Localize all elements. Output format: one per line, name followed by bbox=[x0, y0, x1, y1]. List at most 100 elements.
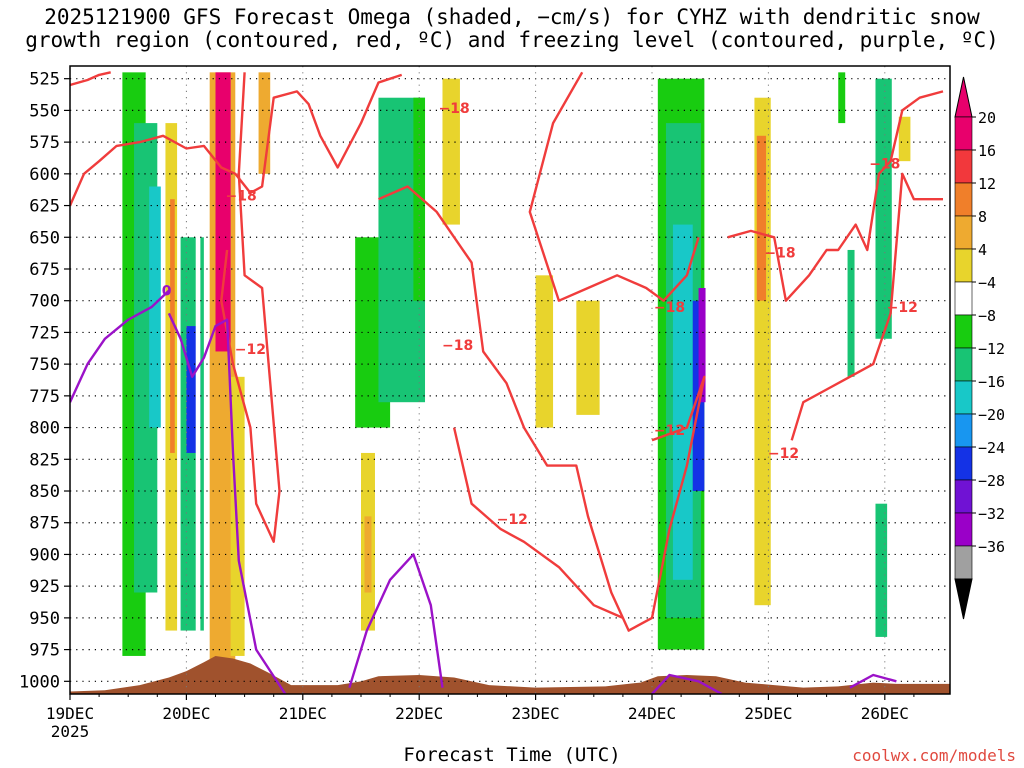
y-tick-label-550: 550 bbox=[29, 101, 60, 121]
freezing-contour-4 bbox=[849, 673, 897, 689]
contour-labels: −18 −18 −12 −18 −18 −12 −12 −18 −12 −18 −12 0 bbox=[162, 101, 918, 528]
dgz-label-3: −18 bbox=[442, 338, 473, 354]
source-credit: coolwx.com/models bbox=[852, 746, 1016, 765]
dgz-label-4: −18 bbox=[654, 300, 685, 316]
omega-band-4 bbox=[170, 199, 175, 453]
colorbar-swatch-12 bbox=[954, 512, 973, 547]
chart-title: 2025121900 GFS Forecast Omega (shaded, −… bbox=[0, 6, 1024, 52]
y-tick-label-825: 825 bbox=[29, 450, 60, 470]
x-tick-label-23DEC: 23DEC bbox=[512, 704, 560, 723]
x-tick-label-26DEC: 26DEC bbox=[861, 704, 909, 723]
omega-band-28 bbox=[847, 249, 855, 377]
colorbar-swatch-11 bbox=[954, 479, 973, 514]
y-tick-label-950: 950 bbox=[29, 609, 60, 629]
x-tick-label-25DEC: 25DEC bbox=[744, 704, 792, 723]
dgz-label-2: −12 bbox=[235, 342, 266, 358]
freezing-level-contours-purple bbox=[70, 289, 897, 694]
dgz-label-9: −18 bbox=[869, 157, 900, 173]
x-axis-title: Forecast Time (UTC) bbox=[403, 744, 621, 766]
dgz-label-7: −18 bbox=[764, 245, 795, 261]
y-axis: 525 550 575 600 625 650 675 700 725 750 775 800 825 8… bbox=[19, 70, 70, 692]
x-tick-label-24DEC: 24DEC bbox=[628, 704, 676, 723]
freezing-contour-1 bbox=[167, 312, 287, 694]
freezing-contour-2 bbox=[348, 553, 444, 689]
omega-band-2 bbox=[149, 186, 161, 428]
y-tick-label-675: 675 bbox=[29, 260, 60, 280]
colorbar-swatch-5 bbox=[954, 281, 973, 316]
colorbar-label-0: 20 bbox=[978, 109, 996, 127]
dgz-label-0: −18 bbox=[439, 101, 470, 117]
colorbar-swatch-1 bbox=[954, 149, 973, 184]
colorbar-swatch-13 bbox=[954, 545, 973, 580]
y-tick-label-750: 750 bbox=[29, 355, 60, 375]
dgz-contour-0 bbox=[70, 71, 111, 87]
omega-band-27 bbox=[838, 72, 846, 124]
omega-band-26 bbox=[756, 135, 767, 301]
omega-band-19 bbox=[576, 300, 600, 415]
y-tick-label-700: 700 bbox=[29, 292, 60, 312]
colorbar-swatch-9 bbox=[954, 413, 973, 448]
y-tick-label-875: 875 bbox=[29, 514, 60, 534]
colorbar-label-9: −20 bbox=[978, 406, 1005, 424]
colorbar-swatch-4 bbox=[954, 248, 973, 283]
y-tick-label-900: 900 bbox=[29, 545, 60, 565]
colorbar-label-2: 12 bbox=[978, 175, 996, 193]
freezing-label-0: 0 bbox=[162, 284, 172, 300]
title-line-2: growth region (contoured, red, ºC) and f… bbox=[25, 28, 999, 52]
dgz-label-5: −12 bbox=[654, 423, 685, 439]
y-tick-label-975: 975 bbox=[29, 641, 60, 661]
dgz-contour-6 bbox=[727, 90, 944, 302]
dgz-contour-3 bbox=[378, 185, 706, 632]
colorbar-arrow-high bbox=[954, 76, 973, 118]
colorbar-swatch-8 bbox=[954, 380, 973, 415]
colorbar-swatch-0 bbox=[954, 116, 973, 151]
omega-band-24 bbox=[698, 288, 706, 403]
y-tick-label-725: 725 bbox=[29, 323, 60, 343]
x-axis: 19DEC 20DEC 21DEC 22DEC 23DEC 24DEC 25DEC 26DEC… bbox=[46, 694, 915, 741]
omega-band-22 bbox=[672, 224, 693, 580]
colorbar-label-7: −12 bbox=[978, 340, 1005, 358]
colorbar-swatch-10 bbox=[954, 446, 973, 481]
x-tick-year: 2025 bbox=[51, 722, 90, 741]
freezing-contour-0 bbox=[70, 289, 170, 403]
colorbar-label-10: −24 bbox=[978, 439, 1005, 457]
title-line-1: 2025121900 GFS Forecast Omega (shaded, −… bbox=[44, 5, 980, 29]
colorbar: 20 16 12 8 4 −4 −8 −12 −16 −20 −24 −28 −32 −36 bbox=[954, 76, 1005, 620]
colorbar-label-12: −32 bbox=[978, 505, 1005, 523]
y-tick-label-575: 575 bbox=[29, 133, 60, 153]
dgz-contour-1 bbox=[70, 73, 403, 207]
y-tick-label-650: 650 bbox=[29, 228, 60, 248]
omega-band-11 bbox=[258, 72, 271, 174]
colorbar-label-8: −16 bbox=[978, 373, 1005, 391]
terrain-fill bbox=[70, 655, 950, 694]
x-tick-label-22DEC: 22DEC bbox=[395, 704, 443, 723]
y-tick-label-600: 600 bbox=[29, 165, 60, 185]
plot-frame bbox=[69, 65, 951, 695]
y-tick-label-775: 775 bbox=[29, 387, 60, 407]
y-tick-label-625: 625 bbox=[29, 197, 60, 217]
y-tick-label-525: 525 bbox=[29, 70, 60, 90]
colorbar-label-4: 4 bbox=[978, 241, 987, 259]
colorbar-label-6: −8 bbox=[978, 307, 996, 325]
omega-band-29 bbox=[875, 78, 892, 339]
y-tick-label-925: 925 bbox=[29, 577, 60, 597]
colorbar-label-1: 16 bbox=[978, 142, 996, 160]
dgz-label-1: −18 bbox=[225, 188, 256, 204]
x-tick-label-19DEC: 19DEC bbox=[46, 704, 94, 723]
colorbar-label-11: −28 bbox=[978, 472, 1005, 490]
omega-band-10 bbox=[230, 376, 245, 656]
colorbar-label-5: −4 bbox=[978, 274, 996, 292]
y-tick-label-1000: 1000 bbox=[19, 672, 60, 692]
terrain-area bbox=[70, 655, 950, 694]
omega-band-17 bbox=[442, 78, 460, 225]
omega-band-30 bbox=[875, 503, 888, 637]
colorbar-label-3: 8 bbox=[978, 208, 987, 226]
x-tick-label-21DEC: 21DEC bbox=[279, 704, 327, 723]
colorbar-swatch-6 bbox=[954, 314, 973, 349]
x-tick-label-20DEC: 20DEC bbox=[162, 704, 210, 723]
y-tick-label-850: 850 bbox=[29, 482, 60, 502]
colorbar-arrow-low bbox=[954, 578, 973, 620]
dgz-contour-5 bbox=[528, 71, 700, 302]
freezing-contour-3 bbox=[651, 673, 723, 694]
